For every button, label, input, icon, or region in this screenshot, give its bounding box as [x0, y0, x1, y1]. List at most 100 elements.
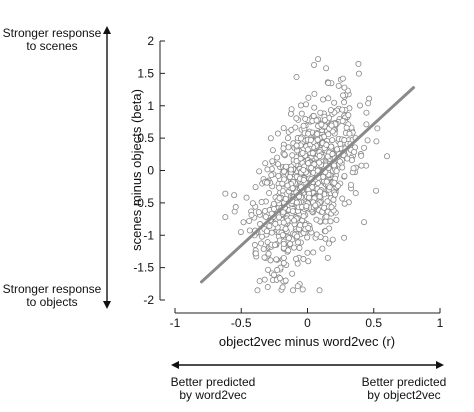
annotation-line: Stronger response — [2, 26, 102, 40]
annotation-better-word2vec: Better predicted by word2vec — [158, 376, 268, 402]
data-point — [326, 184, 333, 191]
data-point — [231, 192, 238, 199]
data-point — [285, 144, 292, 151]
data-point — [285, 235, 292, 242]
data-point — [316, 153, 323, 160]
data-point — [268, 229, 275, 236]
data-point — [333, 146, 340, 153]
data-point — [341, 84, 348, 91]
y-tick-label: -1.5 — [133, 261, 154, 275]
data-point — [318, 121, 325, 128]
data-point — [330, 196, 337, 203]
data-point — [332, 191, 339, 198]
data-point — [252, 250, 259, 257]
data-point — [280, 254, 287, 261]
data-point — [321, 204, 328, 211]
data-point — [335, 82, 342, 89]
y-tick-label: -2 — [143, 293, 154, 307]
data-point — [341, 137, 348, 144]
data-point — [252, 184, 259, 191]
data-point — [299, 150, 306, 157]
scatter-points — [222, 56, 390, 294]
data-point — [280, 145, 287, 152]
data-point — [352, 190, 359, 197]
data-point — [266, 223, 273, 230]
data-point — [309, 150, 316, 157]
data-point — [248, 212, 255, 219]
data-point — [280, 209, 287, 216]
x-tick-label: -0.5 — [231, 316, 252, 330]
data-point — [343, 124, 350, 131]
data-point — [283, 163, 290, 170]
data-point — [341, 99, 348, 106]
data-point — [254, 287, 261, 294]
data-point — [322, 228, 329, 235]
data-point — [327, 107, 334, 114]
data-point — [357, 102, 364, 109]
data-point — [264, 284, 271, 291]
data-point — [361, 219, 368, 226]
data-point — [306, 194, 313, 201]
data-point — [276, 275, 283, 282]
data-point — [316, 287, 323, 294]
data-point — [269, 158, 276, 165]
annotation-stronger-scenes: Stronger response to scenes — [0, 27, 104, 53]
data-point — [324, 198, 331, 205]
data-point — [280, 260, 287, 267]
data-point — [346, 130, 353, 137]
data-point — [282, 277, 289, 284]
data-point — [317, 188, 324, 195]
data-point — [311, 61, 318, 68]
annotation-line: to objects — [26, 295, 78, 309]
y-tick-label: 0.5 — [137, 131, 154, 145]
data-point — [345, 112, 352, 119]
annotation-line: Better predicted — [361, 375, 447, 389]
data-point — [290, 287, 297, 294]
data-point — [261, 254, 268, 261]
data-point — [280, 125, 287, 132]
data-point — [267, 257, 274, 264]
x-tick-label: 1 — [437, 316, 444, 330]
data-point — [363, 109, 370, 116]
data-point — [323, 178, 330, 185]
data-point — [305, 160, 312, 167]
data-point — [264, 166, 271, 173]
data-point — [265, 250, 272, 257]
data-point — [304, 146, 311, 153]
annotation-line: by object2vec — [367, 388, 441, 402]
data-point — [329, 236, 336, 243]
data-point — [308, 164, 315, 171]
data-point — [287, 110, 294, 117]
data-point — [222, 214, 229, 221]
data-point — [323, 65, 330, 72]
annotation-line: Better predicted — [170, 375, 256, 389]
data-point — [331, 179, 338, 186]
data-point — [324, 254, 331, 261]
data-point — [313, 216, 320, 223]
annotation-stronger-objects: Stronger response to objects — [0, 283, 104, 309]
data-point — [310, 249, 317, 256]
data-point — [313, 231, 320, 238]
data-point — [325, 240, 332, 247]
data-point — [355, 70, 362, 77]
data-point — [303, 101, 310, 108]
data-point — [333, 216, 340, 223]
y-tick-label: -0.5 — [133, 196, 154, 210]
data-point — [303, 203, 310, 210]
data-point — [246, 227, 253, 234]
data-point — [302, 115, 309, 122]
data-point — [289, 208, 296, 215]
data-point — [307, 137, 314, 144]
data-point — [296, 244, 303, 251]
data-point — [232, 204, 239, 211]
y-tick-label: 2 — [147, 34, 154, 48]
data-point — [275, 161, 282, 168]
data-point — [267, 135, 274, 142]
data-point — [331, 99, 338, 106]
data-point — [265, 266, 272, 273]
data-point — [288, 166, 295, 173]
data-point — [305, 258, 312, 265]
data-point — [365, 100, 372, 107]
data-point — [281, 151, 288, 158]
